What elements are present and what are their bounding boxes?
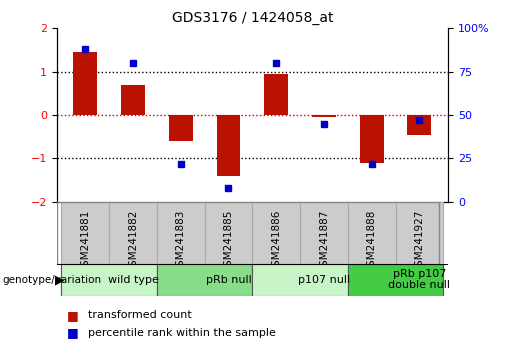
Bar: [121, 85, 145, 115]
Bar: [348, 264, 443, 296]
Text: GSM241881: GSM241881: [80, 209, 90, 273]
Bar: [312, 115, 336, 117]
Bar: [360, 115, 384, 163]
Text: ■: ■: [67, 309, 79, 321]
Bar: [348, 202, 396, 264]
Bar: [109, 202, 157, 264]
Bar: [300, 202, 348, 264]
Bar: [61, 202, 109, 264]
Bar: [407, 115, 432, 135]
Text: GSM241887: GSM241887: [319, 209, 329, 273]
Bar: [216, 115, 241, 176]
Title: GDS3176 / 1424058_at: GDS3176 / 1424058_at: [171, 11, 333, 24]
Text: GSM241885: GSM241885: [224, 209, 233, 273]
Text: GSM241883: GSM241883: [176, 209, 186, 273]
Bar: [73, 52, 97, 115]
Bar: [157, 202, 204, 264]
Bar: [157, 264, 252, 296]
Text: transformed count: transformed count: [88, 310, 191, 320]
Bar: [169, 115, 193, 141]
Text: GSM241882: GSM241882: [128, 209, 138, 273]
Text: p107 null: p107 null: [298, 275, 350, 285]
Text: pRb p107
double null: pRb p107 double null: [388, 269, 451, 291]
Text: GSM241886: GSM241886: [271, 209, 281, 273]
Text: percentile rank within the sample: percentile rank within the sample: [88, 328, 276, 338]
Bar: [204, 202, 252, 264]
Text: GSM241927: GSM241927: [415, 209, 424, 273]
Text: ■: ■: [67, 326, 79, 339]
Text: GSM241888: GSM241888: [367, 209, 376, 273]
Bar: [252, 202, 300, 264]
Bar: [396, 202, 443, 264]
Bar: [264, 74, 288, 115]
Text: genotype/variation: genotype/variation: [3, 275, 101, 285]
Text: wild type: wild type: [108, 275, 159, 285]
Text: ▶: ▶: [55, 273, 65, 286]
Bar: [61, 264, 157, 296]
Bar: [252, 264, 348, 296]
Text: pRb null: pRb null: [205, 275, 251, 285]
